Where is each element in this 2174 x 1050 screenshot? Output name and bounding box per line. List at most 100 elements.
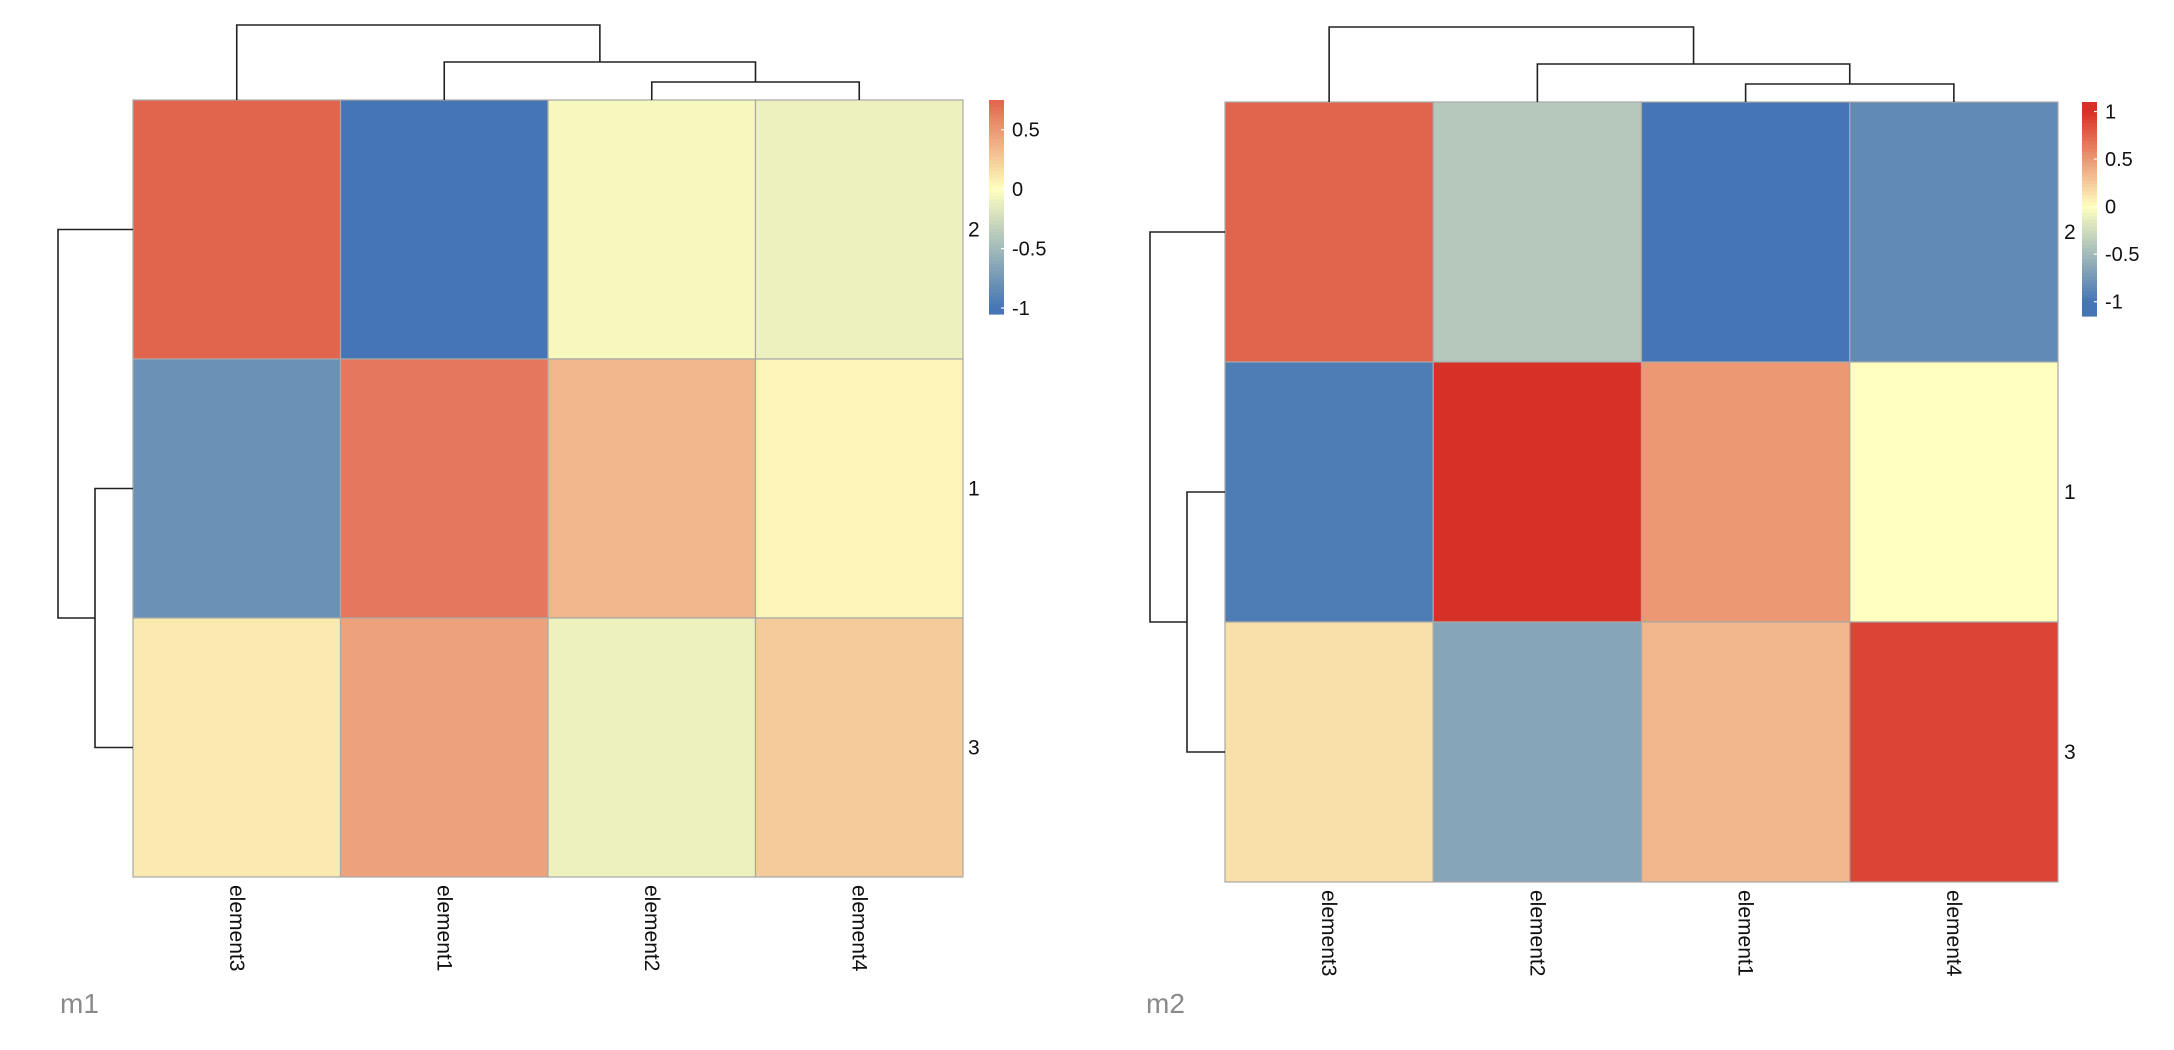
- column-label: element3: [1317, 890, 1340, 976]
- legend-gradient-step: [2082, 283, 2097, 289]
- legend-gradient-step: [2082, 144, 2097, 149]
- legend-gradient-step: [2082, 116, 2097, 121]
- legend-gradient-step: [2082, 176, 2097, 182]
- legend-tick-label: -1: [1012, 298, 1030, 320]
- legend-gradient-step: [2082, 166, 2097, 171]
- legend-gradient-step: [989, 278, 1004, 283]
- legend-gradient-step: [2082, 102, 2097, 107]
- heatmap-cell-1-element2: [547, 358, 757, 619]
- legend-gradient-step: [989, 189, 1004, 194]
- legend-gradient-step: [989, 114, 1004, 119]
- legend-gradient-step: [989, 142, 1004, 147]
- row-label: 2: [2064, 221, 2076, 244]
- row-label: 1: [968, 478, 980, 501]
- legend-gradient-step: [2082, 148, 2097, 153]
- legend-gradient-step: [2082, 162, 2097, 167]
- legend-gradient-step: [989, 203, 1004, 208]
- panel-caption-m2: m2: [1146, 988, 1185, 1019]
- legend-tick-label: -0.5: [2105, 244, 2139, 266]
- legend-gradient-step: [2082, 130, 2097, 135]
- legend-gradient-step: [2082, 105, 2097, 110]
- legend-gradient-step: [989, 157, 1004, 162]
- legend-gradient-step: [989, 149, 1004, 155]
- heatmap-cell-1-element1: [339, 358, 549, 619]
- heatmap-cell-3-element2: [1432, 621, 1643, 883]
- legend-gradient-step: [989, 171, 1004, 176]
- legend-gradient-step: [989, 310, 1004, 315]
- heatmap-cell-3-element1: [339, 617, 549, 878]
- column-label: element1: [1734, 890, 1757, 976]
- heatmap-cell-2-element4: [754, 99, 964, 360]
- legend-gradient-step: [989, 217, 1004, 222]
- heatmap-cell-2-element4: [1849, 101, 2059, 363]
- legend-gradient-step: [2082, 305, 2097, 310]
- legend-gradient-step: [989, 121, 1004, 126]
- column-label: element1: [432, 885, 455, 971]
- heatmap-m2: 2 1 3 element3 element2 element1 element4 1 0.5 0…: [1149, 26, 2139, 977]
- legend-gradient-step: [2082, 244, 2097, 249]
- legend-gradient-step: [989, 264, 1004, 269]
- legend-tick-label: 0.5: [1012, 120, 1040, 142]
- legend-tick-label: 1: [2105, 102, 2116, 124]
- heatmap-cell-1-element3: [132, 358, 342, 619]
- heatmap-m1: 2 1 3 element3 element1 element2 element4 0.5 0 -…: [57, 24, 1046, 972]
- legend-gradient-step: [989, 110, 1004, 115]
- legend-gradient-step: [989, 285, 1004, 290]
- legend-gradient-step: [989, 117, 1004, 122]
- column-dendrogram-branch: [443, 61, 757, 100]
- heatmap-cell-2-element2: [547, 99, 757, 360]
- legend-gradient-step: [2082, 212, 2097, 217]
- legend-gradient-step: [989, 192, 1004, 197]
- legend-gradient-step: [989, 253, 1004, 258]
- legend-gradient-step: [989, 196, 1004, 201]
- row-label: 2: [968, 219, 980, 242]
- legend-gradient-step: [989, 178, 1004, 183]
- legend-gradient-step: [2082, 280, 2097, 285]
- legend-gradient-step: [2082, 308, 2097, 314]
- row-label: 3: [968, 737, 980, 760]
- legend-gradient-step: [2082, 155, 2097, 160]
- row-dendrogram-branch: [1149, 231, 1225, 623]
- heatmap-cell-1-element3: [1224, 361, 1434, 623]
- legend-gradient-step: [989, 224, 1004, 229]
- row-dendrogram-branch: [1186, 491, 1225, 753]
- legend-gradient-step: [2082, 248, 2097, 253]
- legend-gradient-step: [2082, 201, 2097, 207]
- legend-gradient-step: [989, 299, 1004, 304]
- legend-gradient-step: [989, 164, 1004, 169]
- legend-gradient-step: [2082, 273, 2097, 278]
- legend-gradient-step: [2082, 230, 2097, 235]
- legend-gradient-step: [2082, 294, 2097, 299]
- column-label: element3: [225, 885, 248, 971]
- legend-gradient-step: [2082, 312, 2097, 317]
- legend-gradient-step: [2082, 205, 2097, 210]
- heatmap-panel-m1: 2 1 3 element3 element1 element2 element4 0.5 0 -…: [0, 0, 1070, 1050]
- row-label: 3: [2064, 741, 2076, 764]
- legend-gradient-step: [989, 199, 1004, 205]
- legend-gradient-step: [989, 135, 1004, 140]
- legend-tick-label: -0.5: [1012, 239, 1046, 261]
- legend-gradient-step: [989, 153, 1004, 158]
- legend-gradient-step: [989, 292, 1004, 297]
- legend-gradient-step: [2082, 226, 2097, 231]
- legend-gradient-step: [2082, 298, 2097, 303]
- legend-gradient-step: [989, 146, 1004, 151]
- legend-gradient-step: [2082, 287, 2097, 292]
- legend-gradient-step: [989, 306, 1004, 312]
- legend-gradient-step: [989, 296, 1004, 301]
- heatmap-cell-1-element4: [1849, 361, 2059, 623]
- legend-gradient-step: [989, 274, 1004, 279]
- legend-gradient-step: [989, 210, 1004, 215]
- legend-gradient-step: [989, 167, 1004, 172]
- legend-gradient-step: [2082, 191, 2097, 196]
- legend-gradient-step: [989, 235, 1004, 240]
- heatmap-cell-2-element1: [1640, 101, 1851, 363]
- column-dendrogram-branch: [235, 24, 601, 100]
- column-dendrogram-branch: [650, 81, 861, 100]
- heatmap-cell-1-element4: [754, 358, 964, 619]
- legend-gradient-step: [2082, 262, 2097, 267]
- column-label: element4: [1942, 890, 1965, 977]
- legend-gradient-step: [989, 100, 1004, 105]
- legend-gradient-step: [2082, 233, 2097, 239]
- legend-tick-label: 0: [1012, 179, 1023, 201]
